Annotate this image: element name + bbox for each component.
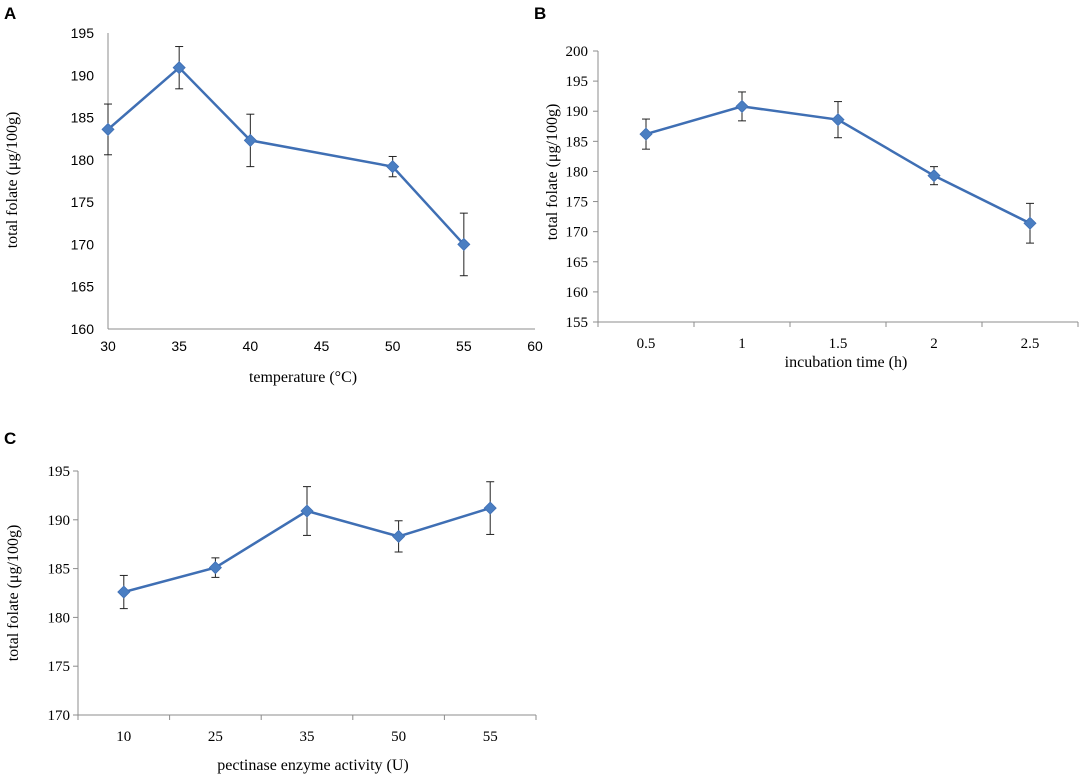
x-tick-label-c: 10 <box>116 729 131 745</box>
plot-panel-b: 155 160 165 170 175 180 185 190 195 200 0.5 1 1.5 2 2.… <box>566 44 1079 352</box>
x-axis-title-a: temperature (°C) <box>249 369 357 386</box>
data-point-c <box>208 561 222 575</box>
data-point-a <box>243 133 257 147</box>
y-tick-label-a: 180 <box>71 152 95 168</box>
y-tick-label-b: 190 <box>566 104 589 120</box>
y-axis-title-c: total folate (μg/100g) <box>5 525 22 662</box>
y-tick-label-b: 185 <box>566 134 589 150</box>
y-tick-label-c: 190 <box>48 513 71 529</box>
x-tick-label-a: 60 <box>527 338 543 354</box>
y-tick-label-b: 155 <box>566 315 589 331</box>
y-tick-label-c: 195 <box>48 464 71 480</box>
data-point-a <box>172 61 186 75</box>
panel-letter-a: A <box>4 4 16 23</box>
y-tick-label-a: 175 <box>71 194 95 210</box>
y-tick-label-c: 170 <box>48 708 71 724</box>
y-tick-label-a: 190 <box>71 67 95 83</box>
y-tick-label-a: 185 <box>71 110 95 126</box>
y-tick-label-a: 195 <box>71 25 95 41</box>
data-point-a <box>101 122 115 136</box>
y-tick-label-b: 175 <box>566 195 589 211</box>
data-point-c <box>117 585 131 599</box>
data-point-b <box>1023 216 1037 230</box>
y-tick-label-b: 180 <box>566 164 589 180</box>
y-tick-label-c: 180 <box>48 610 71 626</box>
series-line-a <box>107 65 465 246</box>
x-tick-label-c: 35 <box>300 729 315 745</box>
data-point-b <box>735 99 749 113</box>
y-tick-label-c: 185 <box>48 562 71 578</box>
y-tick-label-b: 195 <box>566 74 589 90</box>
x-tick-label-a: 40 <box>243 338 259 354</box>
data-point-b <box>927 169 941 183</box>
x-tick-label-b: 1 <box>738 336 746 352</box>
x-axis-title-b: incubation time (h) <box>785 354 908 371</box>
y-tick-label-b: 165 <box>566 255 589 271</box>
x-tick-label-a: 45 <box>314 338 330 354</box>
y-tick-label-a: 165 <box>71 279 95 295</box>
plot-panel-a: 160 165 170 175 180 185 190 195 30 35 40 45 50 55 60 <box>71 25 543 354</box>
x-tick-label-a: 50 <box>385 338 401 354</box>
y-tick-label-b: 160 <box>566 285 589 301</box>
y-tick-label-c: 175 <box>48 659 71 675</box>
x-tick-label-c: 55 <box>483 729 498 745</box>
x-tick-label-b: 1.5 <box>829 336 848 352</box>
y-tick-label-a: 160 <box>71 321 95 337</box>
data-point-c <box>300 504 314 518</box>
y-tick-label-b: 170 <box>566 225 589 241</box>
x-axis-title-c: pectinase enzyme activity (U) <box>217 757 408 774</box>
data-point-a <box>386 160 400 174</box>
data-point-a <box>457 237 471 251</box>
x-tick-label-b: 2.5 <box>1021 336 1040 352</box>
x-tick-label-c: 25 <box>208 729 223 745</box>
x-tick-label-a: 35 <box>171 338 187 354</box>
x-tick-label-a: 30 <box>100 338 116 354</box>
x-tick-label-c: 50 <box>391 729 406 745</box>
data-point-c <box>392 529 406 543</box>
y-axis-title-a: total folate (μg/100g) <box>4 112 21 249</box>
data-point-b <box>831 113 845 127</box>
y-axis-title-b: total folate (μg/100g) <box>544 104 561 241</box>
x-tick-label-a: 55 <box>456 338 472 354</box>
y-tick-label-a: 170 <box>71 236 95 252</box>
panel-letter-c: C <box>4 429 16 448</box>
plot-panel-c: 170 175 180 185 190 195 10 25 35 50 55 <box>48 464 537 745</box>
panel-letter-b: B <box>534 4 546 23</box>
x-tick-label-b: 0.5 <box>637 336 656 352</box>
data-point-c <box>483 501 497 515</box>
data-point-b <box>639 127 653 141</box>
y-tick-label-b: 200 <box>566 44 589 60</box>
x-tick-label-b: 2 <box>930 336 938 352</box>
